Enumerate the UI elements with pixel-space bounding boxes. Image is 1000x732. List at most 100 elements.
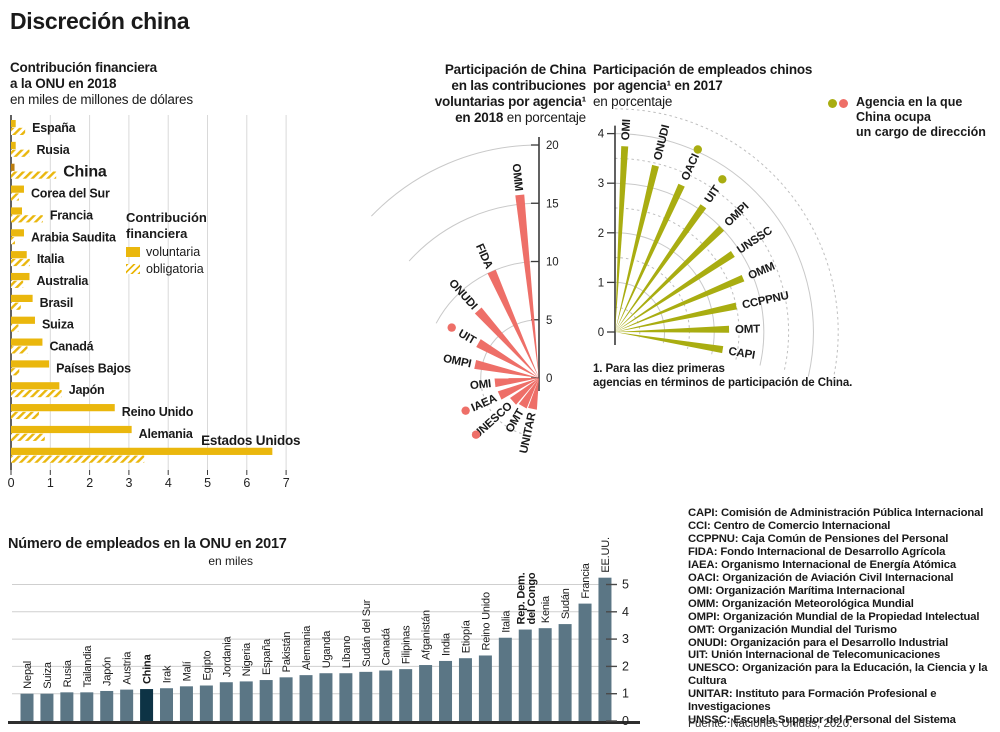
country-label: Sudán del Sur: [361, 599, 373, 667]
country-label: Corea del Sur: [31, 187, 110, 201]
voluntaria-label: voluntaria: [146, 245, 201, 259]
grid-arc: [614, 133, 814, 377]
legend-item-obligatoria: obligatoria: [126, 262, 207, 276]
country-label: Líbano: [341, 636, 353, 669]
agency-wedge: [615, 204, 707, 332]
country-label: Australia: [36, 274, 89, 288]
employees-chart-subtitle: en miles: [208, 554, 253, 568]
page-title: Discreción china: [10, 8, 190, 34]
employee-bar: [379, 670, 393, 721]
country-label: Japón: [69, 383, 105, 397]
salmon-dot-icon: [839, 99, 848, 108]
legend-item-voluntaria: voluntaria: [126, 245, 207, 259]
r-tick-label: 4: [598, 129, 605, 141]
y-tick-label: 5: [622, 578, 629, 592]
bar-voluntaria: [11, 316, 35, 324]
bar-voluntaria: [11, 404, 115, 412]
obligatoria-swatch-icon: [126, 264, 140, 274]
bar-voluntaria: [11, 120, 16, 128]
employee-bar: [60, 692, 74, 721]
country-label: Pakistán: [281, 632, 293, 673]
country-label: India: [441, 632, 453, 656]
country-label: Rep. Dem.del Congo: [515, 572, 538, 624]
agency-wedge: [528, 378, 539, 410]
agency-label: OMI: [469, 378, 491, 392]
y-tick-label: 0: [622, 714, 629, 728]
agency-wedge: [497, 378, 539, 400]
employees-bar-chart: Nepal Suiza Rusia Tailandia Japón Austria Chin…: [8, 537, 640, 728]
glossary-entry: UNSSC: Escuela Superior del Personal del…: [688, 714, 956, 727]
employee-bar: [558, 624, 572, 721]
r-tick-label: 15: [546, 198, 558, 210]
leader-legend-line3: un cargo de dirección: [856, 125, 986, 139]
agency-label: ONUDI: [446, 277, 479, 312]
r-tick-label: 0: [598, 327, 604, 339]
bar-obligatoria: [11, 411, 39, 420]
country-label: Japón: [102, 657, 114, 686]
employee-bar: [259, 680, 273, 721]
grid-arc-dashed: [614, 157, 790, 372]
y-tick-label: 1: [622, 687, 629, 701]
agency-label: CAPI: [727, 346, 755, 362]
country-label: España: [261, 638, 273, 675]
voluntary-share-title-line1: Participación de China: [444, 62, 586, 77]
financial-contributions-chart: 0 1 2 3 4 5 6 7 España Rusia China Corea del Sur Fra…: [8, 115, 301, 490]
bar-voluntaria: [11, 141, 16, 150]
agency-label: OMPI: [442, 353, 472, 371]
agency-wedge: [615, 225, 725, 332]
bar-voluntaria: [11, 229, 24, 237]
bar-voluntaria: [11, 207, 23, 215]
bar-obligatoria: [11, 258, 30, 267]
glossary-entry: CAPI: Comisión de Administración Pública…: [688, 507, 984, 519]
country-label: Arabia Saudita: [31, 230, 117, 244]
agency-wedge: [474, 307, 539, 378]
x-tick-label: 4: [165, 476, 172, 490]
agency-wedge: [615, 251, 735, 332]
financial-legend-header-line2: financiera: [126, 226, 188, 241]
employee-share-title-unit: en porcentaje: [593, 94, 673, 109]
agency-wedge: [615, 302, 737, 332]
employee-bar: [319, 673, 333, 721]
footnote-line1: 1. Para las diez primeras: [593, 363, 725, 375]
employee-bar: [140, 689, 154, 721]
country-label: Nigeria: [241, 642, 253, 677]
glossary-entry: FIDA: Fondo Internacional de Desarrollo …: [688, 545, 946, 558]
agency-label: FIDA: [473, 242, 495, 271]
bar-obligatoria: [11, 149, 30, 157]
agency-label: OMPI: [722, 201, 751, 230]
agency-wedge: [494, 378, 539, 388]
country-label: Italia: [500, 610, 512, 633]
employee-bar: [598, 577, 612, 721]
country-label: China: [63, 164, 107, 181]
x-tick-label: 3: [126, 476, 133, 490]
country-label: China: [142, 653, 154, 684]
employee-share-title-line1: Participación de empleados chinos: [593, 62, 813, 77]
bar-voluntaria: [11, 163, 15, 171]
agency-label: OACI: [680, 152, 702, 182]
bar-obligatoria: [11, 127, 26, 135]
r-tick-label: 0: [546, 373, 552, 385]
country-label: Jordania: [221, 636, 233, 678]
x-tick-label: 0: [8, 476, 15, 490]
agency-wedge: [615, 325, 730, 333]
financial-chart-title-line1: Contribución financiera: [10, 60, 157, 75]
financial-legend-header-line1: Contribución: [126, 210, 207, 225]
country-label: Uganda: [321, 630, 333, 668]
bar-voluntaria: [11, 251, 27, 259]
employee-bar: [179, 686, 193, 721]
footnote: 1. Para las diez primeras agencias en té…: [593, 363, 873, 390]
country-label: Canadá: [49, 340, 93, 354]
country-label: Suiza: [42, 661, 54, 689]
grid-arc-dashed: [614, 108, 839, 383]
leader-legend: Agencia en la que China ocupa un cargo d…: [828, 95, 993, 140]
agency-wedge: [515, 194, 539, 378]
x-tick-label: 7: [283, 476, 290, 490]
employee-bar: [219, 682, 233, 721]
employee-bar: [40, 693, 54, 721]
country-label: Kenia: [540, 595, 552, 623]
leader-dot: [447, 323, 456, 332]
voluntary-share-title-year: en 2018: [455, 110, 504, 125]
country-label: Etiopía: [460, 619, 472, 653]
employee-share-title-line2: por agencia¹ en 2017: [593, 78, 723, 93]
glossary-entry: ONUDI: Organización para el Desarrollo I…: [688, 636, 949, 649]
